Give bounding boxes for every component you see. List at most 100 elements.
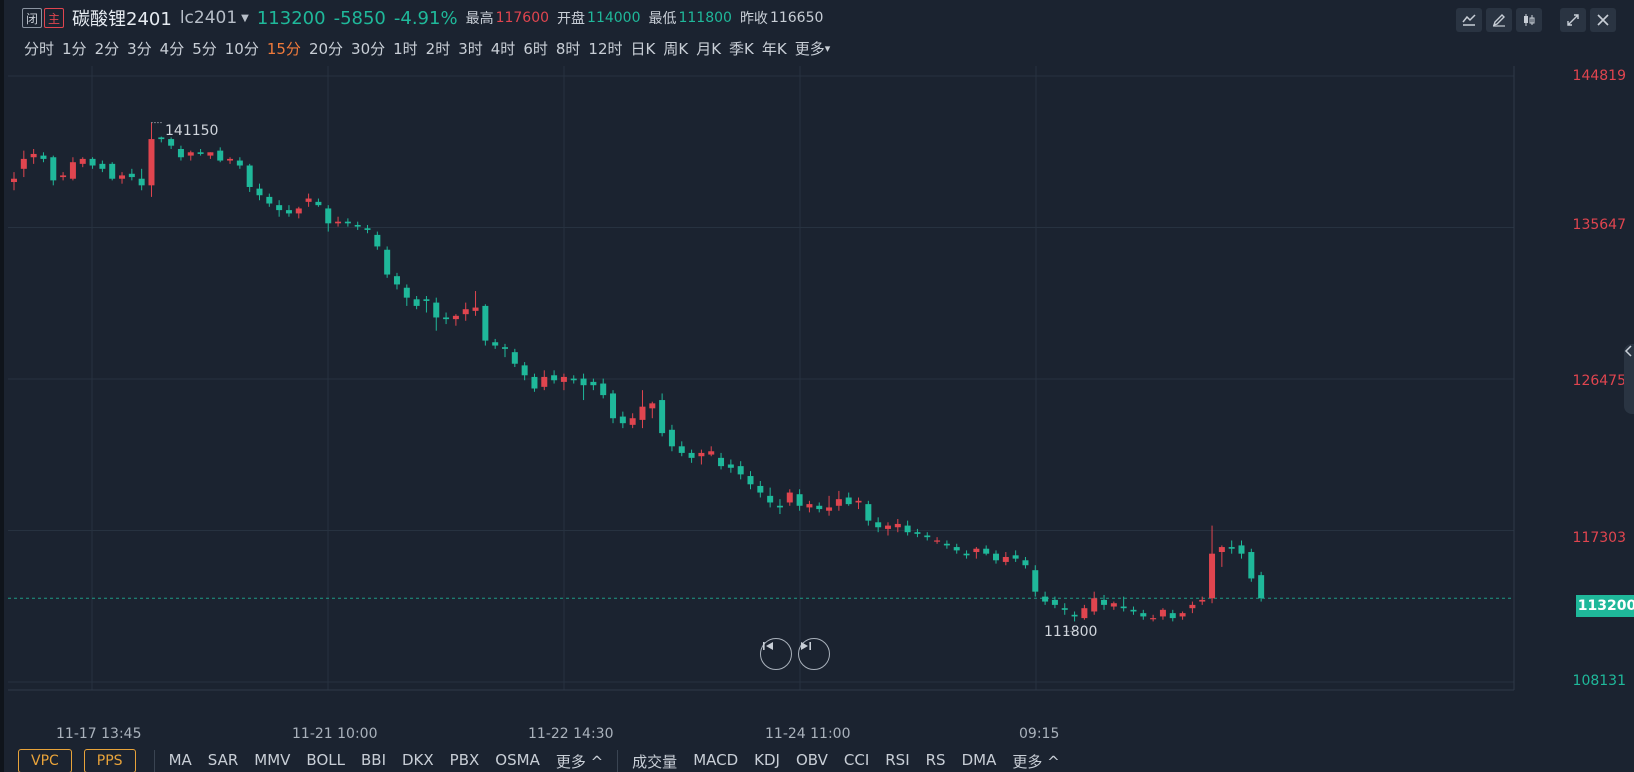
tab-period[interactable]: 3时	[458, 39, 483, 58]
candle-body	[168, 139, 175, 146]
prev-close-value: 116650	[769, 10, 824, 26]
candle-body	[610, 393, 617, 419]
candle-body	[678, 446, 685, 453]
tab-period[interactable]: 4分	[159, 39, 185, 58]
candle-body	[384, 249, 391, 275]
high-annotation: 141150	[165, 123, 219, 139]
tab-period[interactable]: 周K	[663, 39, 689, 58]
indicator-item[interactable]: BBI	[360, 750, 386, 769]
candle-body	[1248, 552, 1255, 579]
candle-body	[1159, 609, 1166, 617]
collapse-panel-icon[interactable]	[1624, 344, 1634, 414]
indicator-item[interactable]: OSMA	[495, 750, 540, 769]
tab-period[interactable]: 日K	[630, 39, 656, 58]
tab-period[interactable]: 30分	[351, 39, 386, 58]
tab-period[interactable]: 2分	[94, 39, 120, 58]
chevron-down-icon[interactable]: ▾	[824, 41, 831, 55]
candle-body	[884, 525, 891, 529]
indicator-item[interactable]: BOLL	[306, 750, 345, 769]
prev-icon[interactable]	[760, 638, 792, 670]
candle-body	[119, 175, 126, 179]
tab-period[interactable]: 5分	[192, 39, 217, 58]
tab-period[interactable]: 月K	[696, 39, 722, 58]
candle-body	[865, 504, 872, 521]
low-annotation: 111800	[1044, 624, 1098, 640]
indicator-item[interactable]: DMA	[961, 750, 997, 769]
candle-body	[187, 152, 194, 156]
candle-body	[246, 165, 253, 187]
y-tick-label: 117303	[1572, 530, 1626, 546]
indicator-item[interactable]: 更多 ^	[1012, 752, 1060, 771]
tab-period[interactable]: 季K	[729, 39, 754, 58]
tab-period[interactable]: 15分	[266, 39, 301, 58]
tab-period[interactable]: 20分	[308, 39, 344, 58]
price-change-pct: -4.91%	[393, 7, 458, 29]
indicator-pps[interactable]: PPS	[83, 749, 136, 772]
indicator-item[interactable]: MA	[168, 750, 192, 769]
indicator-item[interactable]: SAR	[207, 750, 239, 769]
line-chart-icon[interactable]	[1456, 8, 1482, 32]
indicator-item[interactable]: OBV	[795, 750, 828, 769]
candle-body	[423, 299, 430, 301]
candle-body	[502, 347, 508, 349]
tab-period[interactable]: 10分	[224, 39, 259, 58]
indicator-item[interactable]: 成交量	[632, 752, 678, 771]
tab-period[interactable]: 8时	[555, 39, 581, 58]
candle-body	[256, 188, 263, 196]
indicator-item[interactable]: MACD	[693, 750, 739, 769]
indicator-vpc[interactable]: VPC	[18, 749, 72, 772]
candle-body	[1209, 553, 1216, 599]
candle-body	[1130, 609, 1137, 612]
y-tick-label: 144819	[1572, 68, 1626, 84]
candle-type-icon[interactable]	[1516, 8, 1542, 32]
tab-period[interactable]: 12时	[588, 39, 623, 58]
symbol-code[interactable]: lc2401	[179, 8, 238, 28]
price-change: -5850	[333, 7, 386, 29]
candle-body	[364, 228, 371, 230]
candle-body	[413, 299, 420, 306]
candle-body	[708, 451, 715, 455]
tab-period[interactable]: 年K	[761, 39, 787, 58]
x-tick-label: 09:15	[1019, 726, 1060, 742]
draw-pen-icon[interactable]	[1486, 8, 1512, 32]
last-price: 113200	[256, 7, 326, 29]
candle-body	[668, 429, 675, 447]
indicator-item[interactable]: RSI	[885, 750, 910, 769]
candle-body	[649, 403, 656, 409]
indicator-bar: VPC PPS MA SAR MMV BOLL BBI DKX PBX OSMA 更多 ^ 成交…	[18, 749, 1068, 772]
close-icon[interactable]	[1590, 8, 1616, 32]
indicator-item[interactable]: 更多 ^	[555, 752, 604, 771]
tab-period[interactable]: 4时	[490, 39, 516, 58]
kline-chart[interactable]: 144819 135647 126475 117303 108131 11320…	[8, 66, 1634, 742]
candle-body	[433, 302, 440, 318]
chevron-down-icon[interactable]: ▼	[241, 12, 249, 24]
candle-body	[1002, 556, 1009, 562]
candle-body	[462, 309, 469, 315]
indicator-item[interactable]: DKX	[402, 750, 434, 769]
indicator-item[interactable]: MMV	[254, 750, 291, 769]
main-contract-tag: 主	[44, 8, 64, 28]
tab-period[interactable]: 1分	[62, 39, 87, 58]
tab-more[interactable]: 更多	[794, 39, 825, 58]
indicator-item[interactable]: CCI	[843, 750, 870, 769]
candle-body	[20, 158, 27, 169]
indicator-item[interactable]: RS	[925, 750, 946, 769]
kline-plot[interactable]	[8, 66, 1634, 716]
next-icon[interactable]	[798, 638, 830, 670]
candle-body	[1238, 545, 1245, 554]
indicator-item[interactable]: PBX	[449, 750, 480, 769]
tab-period[interactable]: 3分	[127, 39, 152, 58]
candle-body	[1258, 575, 1265, 599]
indicator-item[interactable]: KDJ	[754, 750, 780, 769]
candle-body	[590, 381, 597, 386]
tab-period[interactable]: 2时	[425, 39, 451, 58]
tab-period[interactable]: 1时	[393, 39, 418, 58]
tab-period[interactable]: 分时	[24, 39, 55, 58]
candle-body	[688, 452, 695, 458]
x-tick-label: 11-24 11:00	[765, 726, 851, 742]
candle-body	[99, 163, 106, 169]
tab-period[interactable]: 6时	[523, 39, 548, 58]
candle-body	[767, 495, 774, 503]
expand-icon[interactable]	[1560, 8, 1586, 32]
candle-body	[855, 500, 862, 503]
